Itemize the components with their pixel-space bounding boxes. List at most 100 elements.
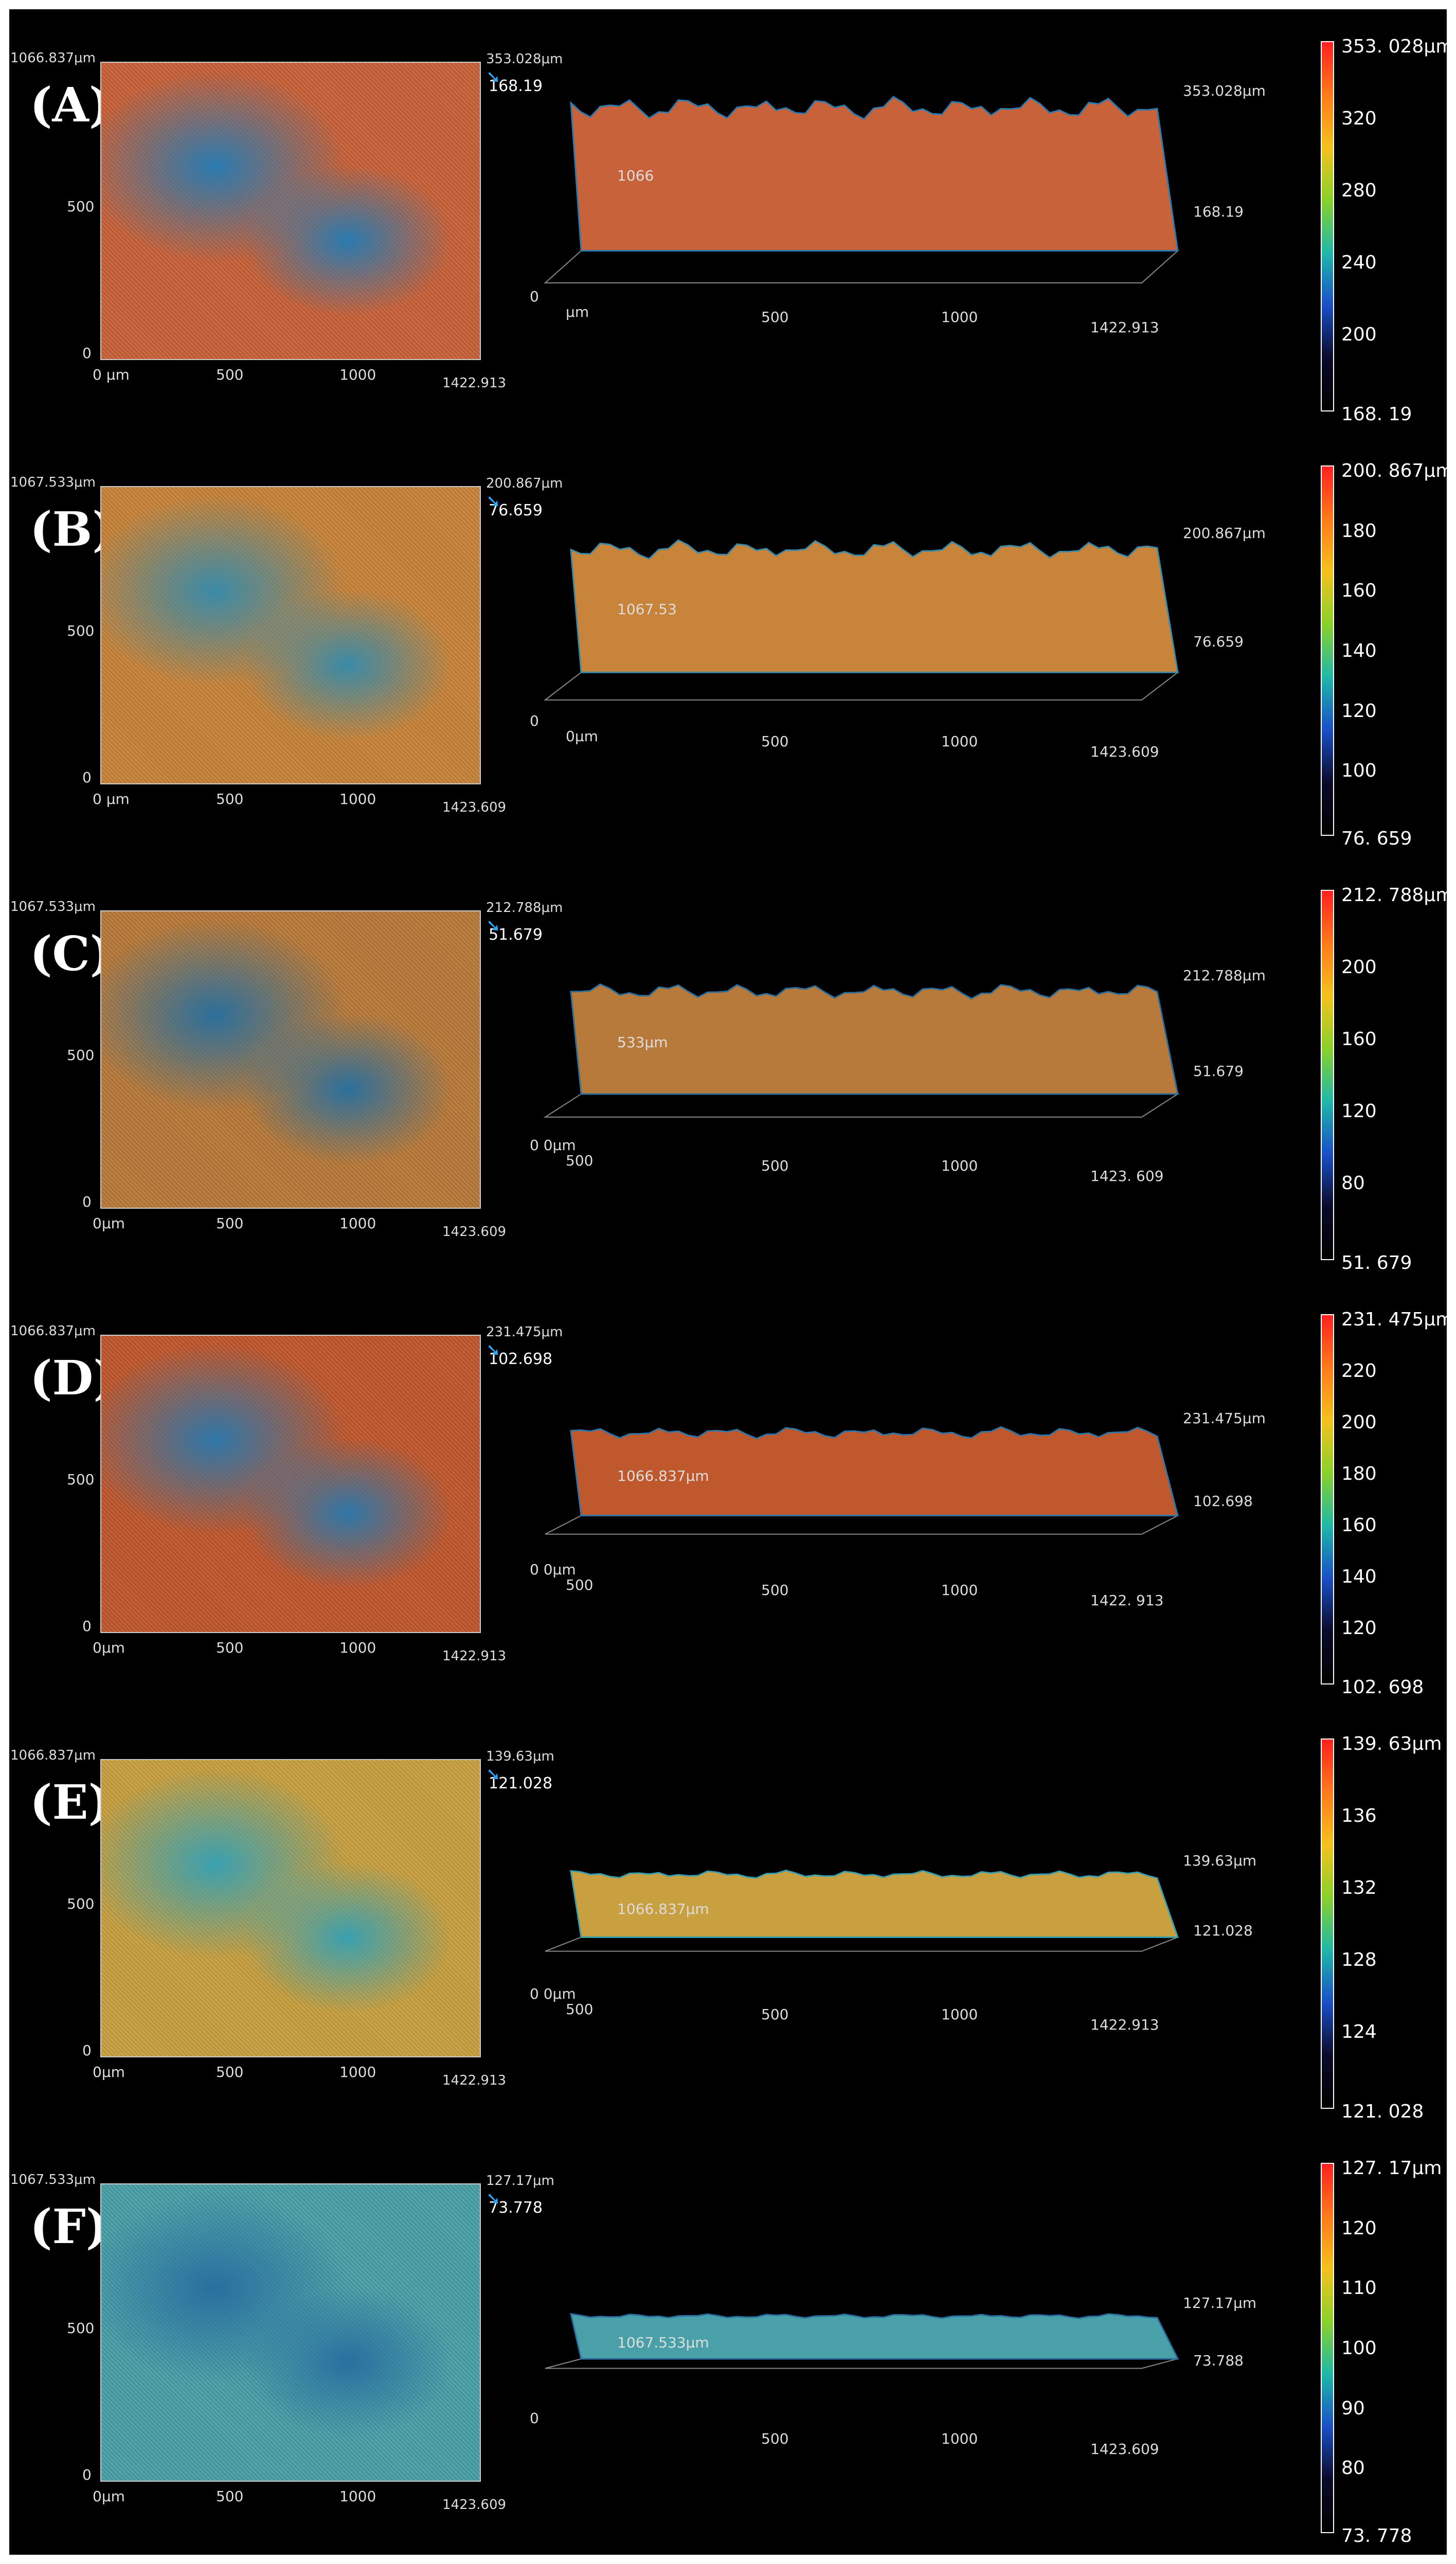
colorbar-tick: 132 bbox=[1341, 1877, 1377, 1898]
colorbar-tick: 200 bbox=[1341, 1412, 1377, 1433]
panel-a: (A) 1066.837μm 500 0 0 μm 500 1000 1422.913 353.… bbox=[0, 21, 1456, 437]
map-x-500: 500 bbox=[216, 1639, 244, 1656]
map-z-min: 73.778 bbox=[489, 2199, 543, 2217]
map-x-zero: 0μm bbox=[93, 1639, 125, 1656]
map-z-max: 127.17μm bbox=[486, 2173, 554, 2189]
view3d-z-unit: 500 bbox=[566, 2001, 594, 2018]
arrow-icon: ➘ bbox=[486, 491, 501, 512]
map-x-500: 500 bbox=[216, 2064, 244, 2081]
map-x-1000: 1000 bbox=[339, 1215, 376, 1232]
map-z-max: 231.475μm bbox=[486, 1324, 563, 1340]
panel-d: (D) 1066.837μm 500 0 0μm 500 1000 1422.913 231.4… bbox=[0, 1294, 1456, 1710]
colorbar-tick: 136 bbox=[1341, 1805, 1377, 1826]
colorbar-tick: 90 bbox=[1341, 2397, 1365, 2419]
map-x-500: 500 bbox=[216, 1215, 244, 1232]
colorbar-tick: 160 bbox=[1341, 1029, 1377, 1050]
view3d-z-unit: μm bbox=[566, 303, 589, 320]
colorbar-tick: 160 bbox=[1341, 580, 1377, 602]
colorbar-tick: 280 bbox=[1341, 180, 1377, 201]
colorbar-min: 73. 778 bbox=[1341, 2525, 1412, 2547]
surface-floor-grid bbox=[545, 2358, 1178, 2369]
surface-3d-view bbox=[545, 2312, 1179, 2369]
height-map bbox=[100, 1335, 481, 1633]
height-map bbox=[100, 62, 481, 360]
view3d-x-500: 500 bbox=[761, 2006, 789, 2023]
map-y-zero: 0 bbox=[82, 2466, 92, 2483]
view3d-x-500: 500 bbox=[761, 1157, 789, 1174]
map-x-1000: 1000 bbox=[339, 366, 376, 383]
surface-floor-grid bbox=[544, 672, 1179, 701]
view3d-z-min: 76.659 bbox=[1193, 633, 1244, 650]
colorbar-min: 121. 028 bbox=[1341, 2101, 1424, 2122]
colorbar-max: 127. 17μm bbox=[1341, 2158, 1442, 2179]
map-y-zero: 0 bbox=[82, 769, 92, 786]
panel-b: (B) 1067.533μm 500 0 0 μm 500 1000 1423.609 200.… bbox=[0, 445, 1456, 862]
colorbar-tick: 140 bbox=[1341, 640, 1377, 661]
view3d-z-unit: 500 bbox=[566, 1576, 594, 1593]
surface-floor-grid bbox=[544, 250, 1179, 283]
map-x-1000: 1000 bbox=[339, 791, 376, 808]
surface-3d-view bbox=[545, 1426, 1179, 1535]
surface-3d-view bbox=[544, 96, 1179, 283]
surface-terrain bbox=[570, 96, 1179, 252]
view3d-x-1000: 1000 bbox=[941, 1157, 978, 1174]
map-y-mid: 500 bbox=[67, 1895, 95, 1912]
colorbar-tick: 128 bbox=[1341, 1949, 1377, 1970]
view3d-y-label: 1067.53 bbox=[617, 600, 677, 618]
surface-3d-view bbox=[545, 1870, 1179, 1952]
view3d-z-unit: 0μm bbox=[566, 728, 598, 745]
map-z-min: 102.698 bbox=[489, 1350, 553, 1368]
view3d-x-max: 1423.609 bbox=[1090, 2441, 1159, 2458]
colorbar-max: 353. 028μm bbox=[1341, 36, 1454, 57]
colorbar-min: 51. 679 bbox=[1341, 1252, 1412, 1274]
map-y-max: 1067.533μm bbox=[10, 2172, 96, 2188]
map-x-zero: 0 μm bbox=[93, 366, 130, 383]
map-x-max: 1423.609 bbox=[442, 800, 507, 815]
map-y-mid: 500 bbox=[67, 2320, 95, 2337]
colorbar-tick: 200 bbox=[1341, 324, 1377, 345]
view3d-x-max: 1423. 609 bbox=[1090, 1168, 1164, 1185]
map-y-zero: 0 bbox=[82, 2042, 92, 2059]
map-y-mid: 500 bbox=[67, 622, 95, 639]
arrow-icon: ➘ bbox=[486, 916, 501, 936]
view3d-z-label: 0 bbox=[530, 288, 539, 305]
colorbar-min: 102. 698 bbox=[1341, 1677, 1424, 1698]
map-x-500: 500 bbox=[216, 2488, 244, 2505]
map-y-zero: 0 bbox=[82, 345, 92, 362]
colorbar-max: 231. 475μm bbox=[1341, 1309, 1454, 1330]
colorbar-tick: 320 bbox=[1341, 108, 1377, 129]
map-z-max: 212.788μm bbox=[486, 900, 563, 916]
arrow-icon: ➘ bbox=[486, 67, 501, 87]
map-z-min: 121.028 bbox=[489, 1774, 553, 1792]
surface-terrain bbox=[570, 983, 1179, 1095]
view3d-x-max: 1423.609 bbox=[1090, 743, 1159, 760]
colorbar-tick: 240 bbox=[1341, 252, 1377, 273]
height-map bbox=[100, 1759, 481, 2057]
map-x-max: 1422.913 bbox=[442, 375, 507, 391]
view3d-z-min: 102.698 bbox=[1193, 1492, 1253, 1510]
colorbar bbox=[1321, 1314, 1334, 1684]
view3d-z-max: 139.63μm bbox=[1183, 1852, 1257, 1869]
surface-terrain bbox=[570, 539, 1179, 673]
map-y-max: 1067.533μm bbox=[10, 475, 96, 490]
arrow-icon: ➘ bbox=[486, 1764, 501, 1785]
view3d-z-label: 0 bbox=[530, 2410, 539, 2427]
colorbar bbox=[1321, 465, 1334, 836]
colorbar-tick: 100 bbox=[1341, 2338, 1377, 2359]
map-x-zero: 0 μm bbox=[93, 791, 130, 808]
map-y-max: 1066.837μm bbox=[10, 1323, 96, 1339]
surface-terrain bbox=[570, 2312, 1179, 2360]
colorbar bbox=[1321, 1738, 1334, 2109]
height-map bbox=[100, 910, 481, 1209]
view3d-x-1000: 1000 bbox=[941, 309, 978, 326]
view3d-z-max: 353.028μm bbox=[1183, 82, 1266, 99]
height-map bbox=[100, 486, 481, 784]
view3d-y-label: 533μm bbox=[617, 1034, 668, 1051]
surface-3d-view bbox=[543, 983, 1180, 1118]
view3d-z-label: 0 0μm bbox=[530, 1561, 576, 1578]
view3d-x-500: 500 bbox=[761, 1582, 789, 1599]
panel-c: (C) 1067.533μm 500 0 0μm 500 1000 1423.609 212.7… bbox=[0, 869, 1456, 1286]
panel-label: (A) bbox=[30, 77, 112, 133]
colorbar-tick: 120 bbox=[1341, 1618, 1377, 1639]
